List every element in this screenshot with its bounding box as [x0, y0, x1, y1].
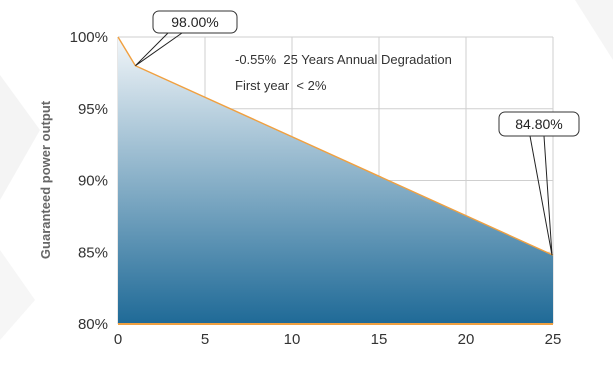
y-axis: 80% 85% 90% 95% 100%	[70, 29, 108, 333]
callout-first-year: 98.00%	[135, 10, 238, 67]
background-shape	[0, 250, 35, 340]
callout-box	[498, 111, 580, 137]
x-tick-label: 20	[458, 331, 475, 348]
y-tick-label: 85%	[78, 244, 108, 261]
callout-label: 84.80%	[515, 116, 562, 132]
x-tick-label: 0	[114, 331, 122, 348]
callout-label: 98.00%	[171, 14, 218, 30]
callout-year-25: 84.80%	[498, 111, 580, 256]
x-tick-label: 15	[371, 331, 388, 348]
background-shape	[0, 75, 40, 200]
callout-pointer	[529, 135, 553, 256]
background-shape	[575, 0, 613, 60]
area-fill	[118, 37, 553, 324]
x-tick-label: 25	[545, 331, 562, 348]
y-tick-label: 80%	[78, 316, 108, 333]
x-tick-label: 10	[284, 331, 301, 348]
y-tick-label: 100%	[70, 29, 108, 46]
x-axis: 0 5 10 15 20 25	[114, 331, 562, 348]
x-tick-label: 5	[201, 331, 209, 348]
y-tick-label: 90%	[78, 173, 108, 190]
y-tick-label: 95%	[78, 101, 108, 118]
annotation-first-year: First year < 2%	[235, 78, 327, 93]
callout-pointer	[135, 32, 183, 67]
callout-box	[152, 10, 238, 34]
annotation-degradation: -0.55% 25 Years Annual Degradation	[235, 52, 452, 67]
y-axis-label: Guaranteed power output	[38, 100, 53, 259]
